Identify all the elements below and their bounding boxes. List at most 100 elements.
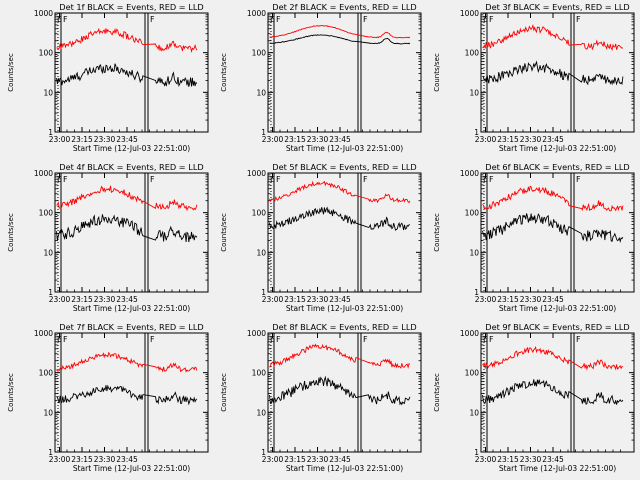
y-tick-label: 1 — [474, 128, 479, 137]
y-tick-label: 1 — [261, 128, 266, 137]
x-axis-label: Start Time (12-Jul-03 22:51:00) — [286, 464, 403, 473]
lld-series-line — [56, 185, 198, 212]
y-tick-label: 10 — [469, 88, 479, 97]
x-tick-label: 23:45 — [329, 455, 351, 464]
y-tick-label: 1 — [261, 288, 266, 297]
x-tick-label: 23:45 — [116, 295, 138, 304]
flag-marker-label: E — [270, 335, 275, 344]
detector-panel: Det 7f BLACK = Events, RED = LLD 1 10 100 10… — [7, 322, 209, 473]
flag-marker-label: F — [489, 15, 494, 24]
flag-marker-label: E — [270, 175, 275, 184]
flag-marker-label: E — [483, 175, 488, 184]
panel-title: Det 9f BLACK = Events, RED = LLD — [485, 322, 629, 332]
plot-frame — [54, 332, 209, 453]
x-tick-label: 23:30 — [520, 295, 542, 304]
x-axis-label: Start Time (12-Jul-03 22:51:00) — [286, 304, 403, 313]
y-tick-label: 1000 — [34, 169, 53, 178]
lld-series-line — [482, 345, 623, 371]
panel-title: Det 1f BLACK = Events, RED = LLD — [59, 2, 203, 12]
panel-title: Det 5f BLACK = Events, RED = LLD — [272, 162, 416, 172]
y-axis-label: Counts/sec — [433, 53, 441, 92]
events-series-line — [482, 379, 624, 405]
y-tick-label: 10 — [43, 248, 53, 257]
flag-marker-label: F — [576, 175, 581, 184]
y-axis-label: Counts/sec — [7, 213, 15, 252]
plot-frame — [267, 12, 422, 133]
flag-marker-label: F — [150, 335, 155, 344]
detector-panel: Det 5f BLACK = Events, RED = LLD 1 10 100 10… — [220, 162, 422, 313]
x-tick-label: 23:15 — [497, 455, 519, 464]
detector-panel: Det 6f BLACK = Events, RED = LLD 1 10 100 10… — [433, 162, 635, 313]
x-tick-label: 23:15 — [284, 135, 306, 144]
x-axis-label: Start Time (12-Jul-03 22:51:00) — [286, 144, 403, 153]
flag-marker-label: F — [150, 15, 155, 24]
events-series-line — [269, 34, 411, 45]
x-tick-label: 23:15 — [284, 455, 306, 464]
x-tick-label: 23:15 — [71, 135, 93, 144]
x-axis-label: Start Time (12-Jul-03 22:51:00) — [499, 304, 616, 313]
lld-series-line — [269, 343, 411, 370]
flag-marker-label: E — [483, 335, 488, 344]
y-tick-label: 10 — [256, 408, 266, 417]
y-tick-label: 10 — [469, 408, 479, 417]
y-tick-label: 10 — [43, 88, 53, 97]
y-tick-label: 100 — [465, 49, 480, 58]
flag-marker-label: F — [576, 335, 581, 344]
panel-title: Det 4f BLACK = Events, RED = LLD — [59, 162, 203, 172]
y-axis-label: Counts/sec — [433, 213, 441, 252]
x-tick-label: 23:30 — [520, 455, 542, 464]
flag-marker-label: F — [63, 175, 68, 184]
plot-frame — [480, 12, 635, 133]
flag-marker-label: E — [270, 15, 275, 24]
plot-frame — [54, 12, 209, 133]
x-tick-label: 23:30 — [94, 295, 116, 304]
x-tick-label: 23:30 — [307, 455, 329, 464]
detector-panel: Det 4f BLACK = Events, RED = LLD 1 10 100 10… — [7, 162, 209, 313]
events-series-line — [56, 214, 198, 243]
flag-marker-label: F — [150, 175, 155, 184]
lld-series-line — [482, 185, 624, 212]
y-tick-label: 10 — [469, 248, 479, 257]
y-tick-label: 1 — [48, 288, 53, 297]
y-tick-label: 10 — [43, 408, 53, 417]
detector-panel: Det 2f BLACK = Events, RED = LLD 1 10 100 10… — [220, 2, 422, 153]
x-axis-label: Start Time (12-Jul-03 22:51:00) — [499, 144, 616, 153]
flag-marker-label: F — [63, 335, 68, 344]
flag-marker-label: F — [276, 175, 281, 184]
y-axis-label: Counts/sec — [7, 53, 15, 92]
x-tick-label: 23:30 — [94, 135, 116, 144]
flag-marker-label: E — [57, 175, 62, 184]
flag-marker-label: E — [57, 335, 62, 344]
y-tick-label: 100 — [252, 369, 267, 378]
flag-marker-label: F — [489, 335, 494, 344]
x-tick-label: 23:30 — [520, 135, 542, 144]
flag-marker-label: F — [363, 335, 368, 344]
lld-series-line — [56, 27, 198, 54]
detector-panel: Det 9f BLACK = Events, RED = LLD 1 10 100 10… — [433, 322, 635, 473]
x-tick-label: 23:00 — [475, 135, 497, 144]
x-tick-label: 23:30 — [307, 135, 329, 144]
y-tick-label: 100 — [465, 369, 480, 378]
y-axis-label: Counts/sec — [7, 373, 15, 412]
x-tick-label: 23:45 — [329, 295, 351, 304]
y-tick-label: 100 — [39, 209, 54, 218]
x-tick-label: 23:00 — [475, 295, 497, 304]
y-tick-label: 1000 — [460, 9, 479, 18]
y-tick-label: 1000 — [34, 329, 53, 338]
x-tick-label: 23:15 — [71, 455, 93, 464]
y-tick-label: 1 — [261, 448, 266, 457]
events-series-line — [482, 213, 624, 243]
lld-series-line — [482, 24, 624, 51]
detector-panel: Det 1f BLACK = Events, RED = LLD 1 10 100 10… — [7, 2, 209, 153]
x-axis-label: Start Time (12-Jul-03 22:51:00) — [73, 304, 190, 313]
flag-marker-label: F — [489, 175, 494, 184]
y-tick-label: 1 — [474, 288, 479, 297]
events-series-line — [269, 375, 411, 406]
x-tick-label: 23:30 — [94, 455, 116, 464]
events-series-line — [56, 384, 198, 406]
x-tick-label: 23:45 — [116, 135, 138, 144]
x-tick-label: 23:45 — [542, 295, 564, 304]
x-tick-label: 23:45 — [329, 135, 351, 144]
panel-title: Det 7f BLACK = Events, RED = LLD — [59, 322, 203, 332]
